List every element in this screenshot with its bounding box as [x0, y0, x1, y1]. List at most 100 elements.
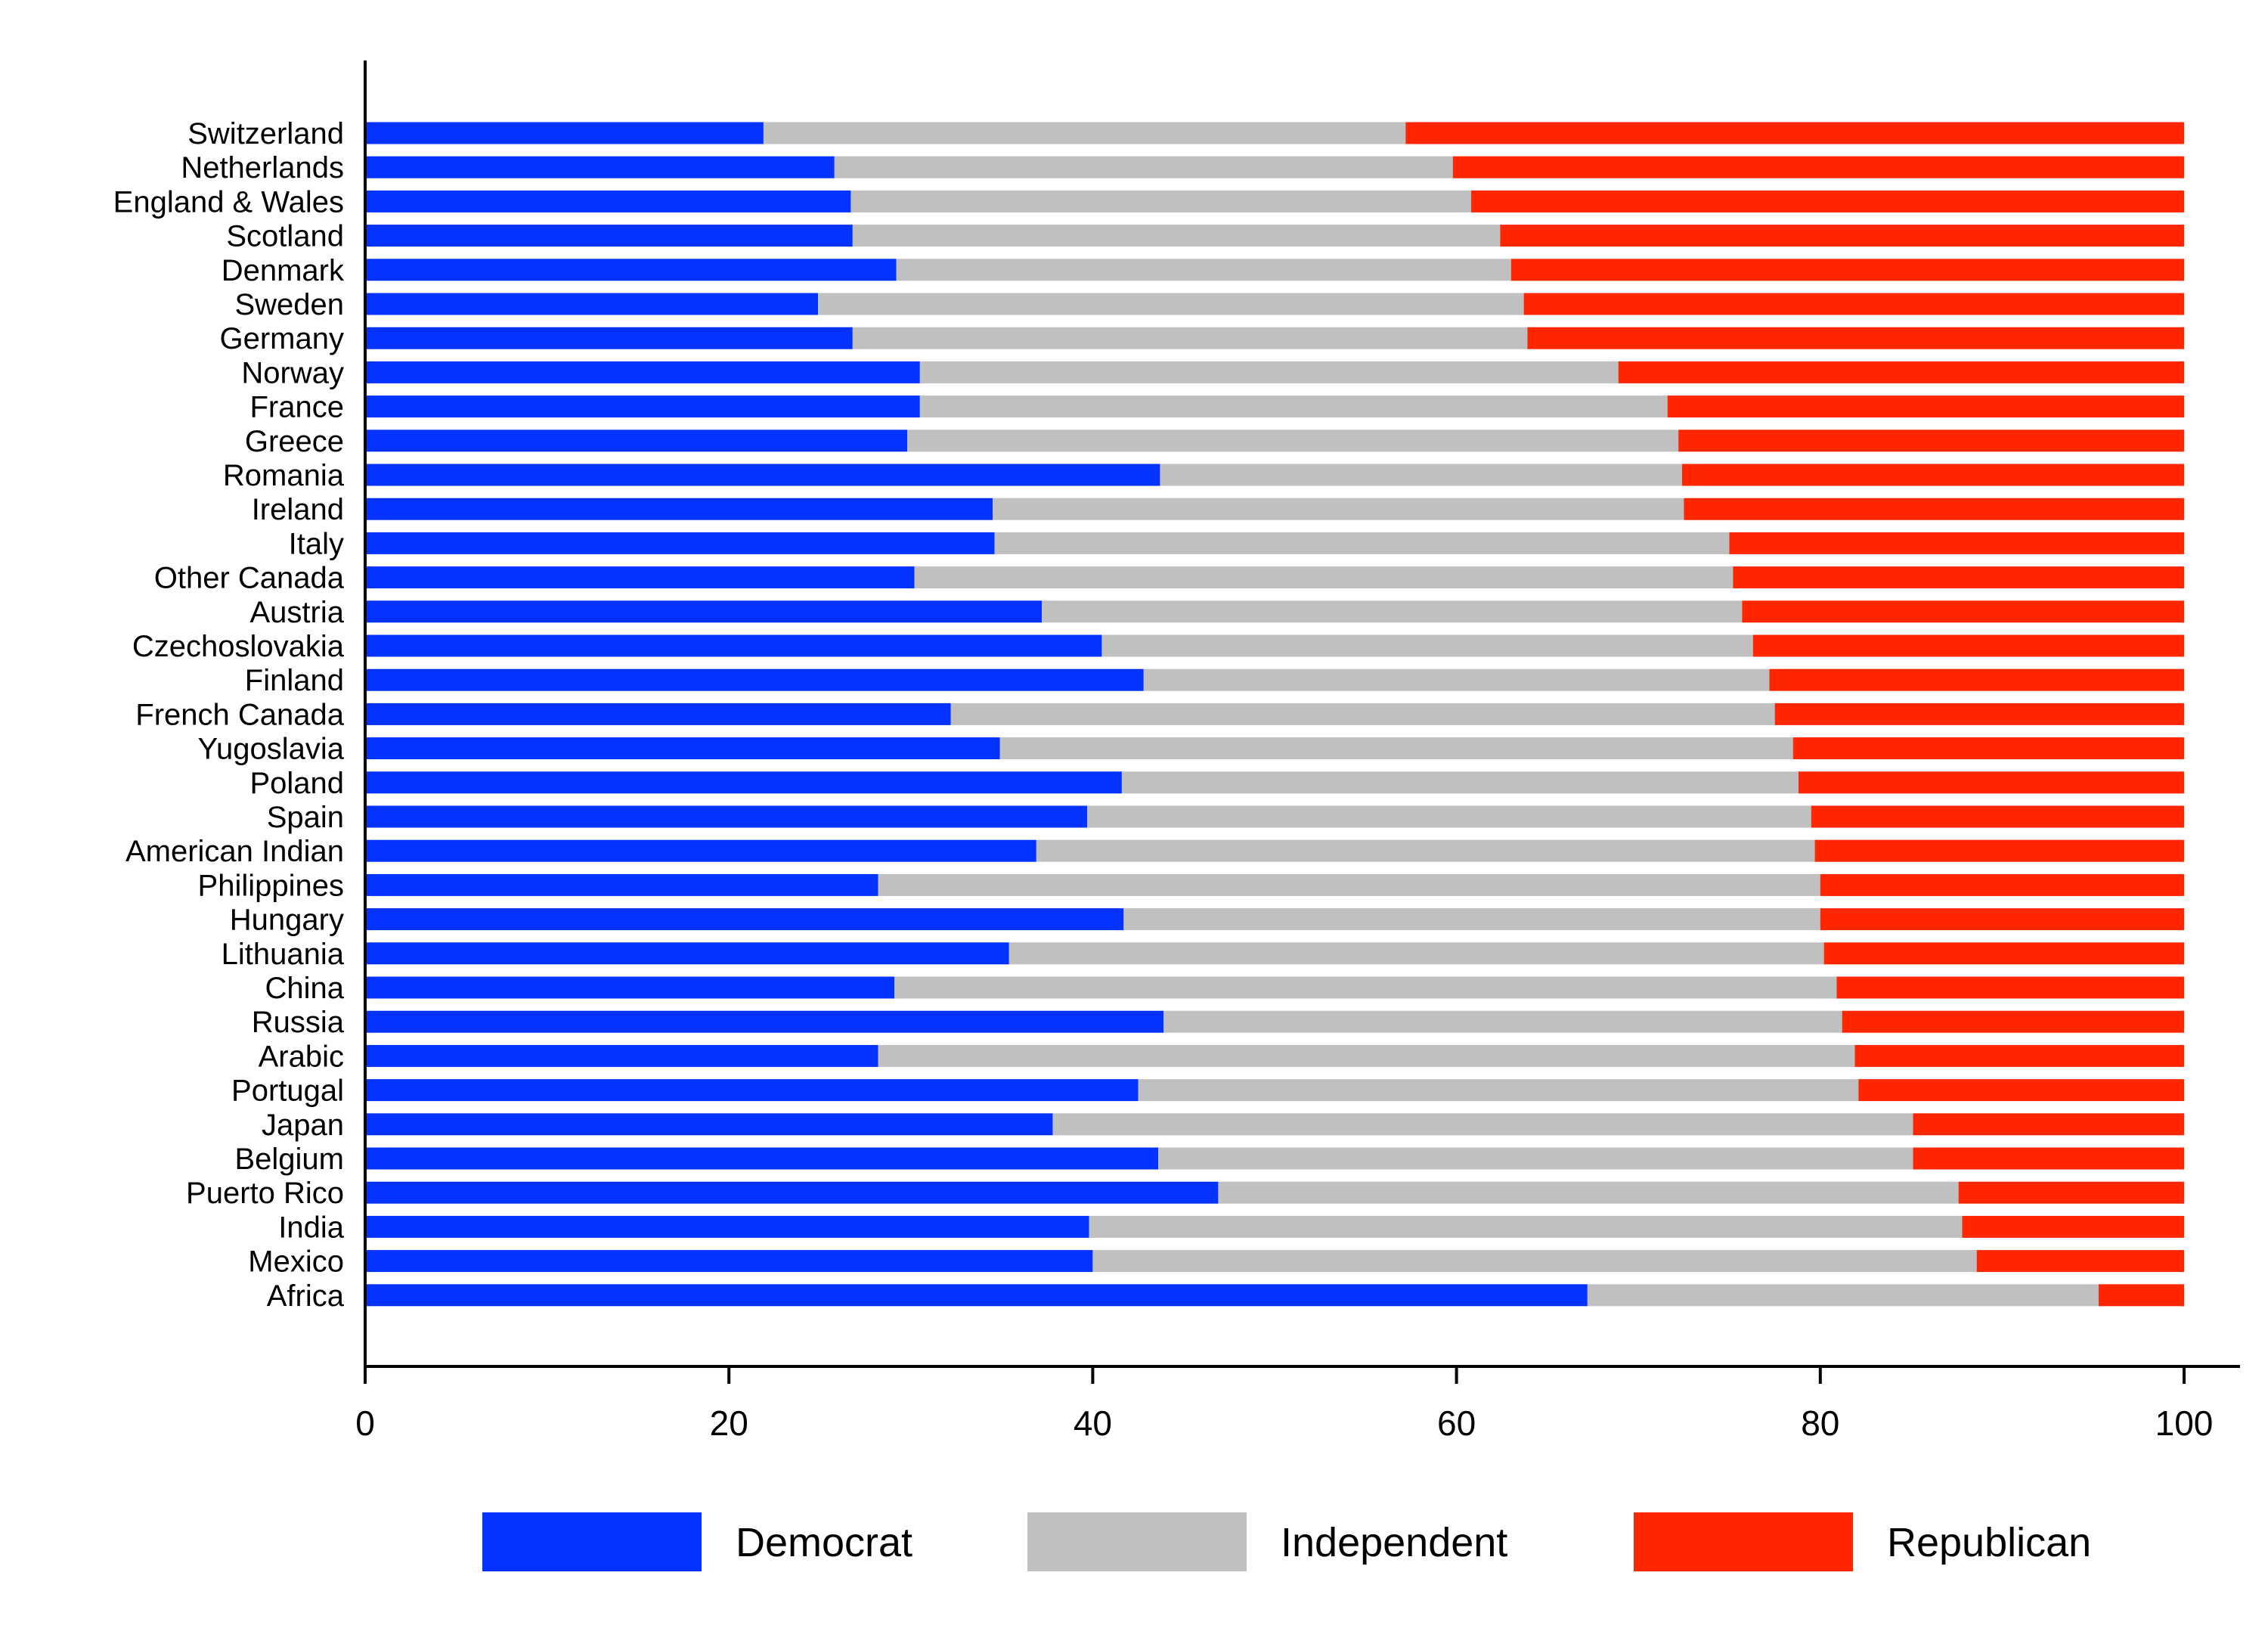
bar-philippines-democrat [365, 873, 878, 896]
bar-poland-republican [1798, 771, 2184, 794]
category-label: Norway [241, 356, 344, 389]
bar-china-democrat [365, 976, 895, 999]
category-label: Poland [249, 767, 344, 800]
bar-other-canada-republican [1733, 566, 2184, 589]
x-tick-label: 40 [1074, 1403, 1112, 1443]
bar-other-canada-democrat [365, 566, 915, 589]
bar-french-canada-democrat [365, 702, 951, 725]
bar-italy-independent [994, 532, 1730, 554]
legend-swatch-democrat [482, 1512, 702, 1571]
category-label: Romania [223, 459, 345, 492]
bar-poland-democrat [365, 771, 1122, 794]
bar-arabic-democrat [365, 1044, 878, 1067]
bar-spain-republican [1811, 805, 2184, 828]
bar-sweden-independent [818, 293, 1524, 315]
bar-norway-democrat [365, 361, 920, 383]
bar-hungary-democrat [365, 908, 1124, 931]
bar-japan-republican [1913, 1113, 2184, 1136]
bar-netherlands-democrat [365, 156, 835, 178]
bar-mexico-republican [1976, 1250, 2184, 1273]
bar-ireland-democrat [365, 498, 993, 520]
bar-germany-democrat [365, 327, 853, 349]
bar-greece-independent [906, 430, 1679, 452]
bar-american-indian-democrat [365, 839, 1036, 862]
category-label: Russia [252, 1006, 345, 1039]
category-label: Japan [262, 1109, 344, 1142]
category-label: Philippines [198, 869, 344, 902]
bar-england-wales-democrat [365, 190, 851, 212]
bar-russia-republican [1842, 1010, 2184, 1033]
bar-puerto-rico-democrat [365, 1181, 1219, 1204]
bar-austria-democrat [365, 600, 1043, 623]
category-label: Scotland [226, 220, 344, 253]
bar-africa-democrat [365, 1284, 1588, 1307]
bar-italy-democrat [365, 532, 995, 554]
x-tick-label: 20 [710, 1403, 748, 1443]
category-label: American Indian [125, 835, 344, 868]
bar-mexico-democrat [365, 1250, 1093, 1273]
bar-poland-independent [1121, 771, 1799, 794]
category-label: Puerto Rico [186, 1177, 344, 1210]
bar-hungary-republican [1820, 908, 2184, 931]
bar-romania-republican [1681, 464, 2184, 486]
bar-india-democrat [365, 1215, 1089, 1238]
bar-belgium-republican [1913, 1147, 2184, 1170]
bar-scotland-independent [852, 225, 1501, 247]
bar-greece-republican [1678, 430, 2184, 452]
bar-denmark-republican [1510, 259, 2184, 281]
bar-finland-democrat [365, 668, 1144, 691]
bar-greece-democrat [365, 430, 907, 452]
bar-lithuania-independent [1009, 942, 1824, 965]
category-label: Lithuania [222, 938, 345, 971]
bar-italy-republican [1729, 532, 2184, 554]
category-label: Portugal [231, 1075, 344, 1108]
bar-czechoslovakia-independent [1101, 634, 1753, 657]
bar-norway-republican [1618, 361, 2184, 383]
category-label: Italy [289, 527, 344, 560]
category-label: Hungary [230, 904, 344, 937]
bar-romania-democrat [365, 464, 1160, 486]
bar-hungary-independent [1123, 908, 1820, 931]
bar-sweden-republican [1523, 293, 2184, 315]
bar-portugal-republican [1858, 1079, 2184, 1102]
bar-yugoslavia-republican [1792, 737, 2184, 760]
category-label: Netherlands [181, 151, 344, 185]
bar-spain-independent [1087, 805, 1811, 828]
bar-france-democrat [365, 395, 920, 418]
category-label: Austria [250, 596, 345, 629]
bar-india-independent [1089, 1215, 1963, 1238]
bar-portugal-independent [1138, 1079, 1859, 1102]
bar-japan-democrat [365, 1113, 1053, 1136]
bar-belgium-democrat [365, 1147, 1159, 1170]
bar-czechoslovakia-republican [1752, 634, 2184, 657]
bar-puerto-rico-independent [1218, 1181, 1959, 1204]
legend-swatch-independent [1027, 1512, 1247, 1571]
bar-germany-republican [1527, 327, 2184, 349]
bar-africa-republican [2098, 1284, 2184, 1307]
category-label: Finland [245, 664, 344, 697]
bar-other-canada-independent [914, 566, 1734, 589]
bar-yugoslavia-democrat [365, 737, 1000, 760]
bar-japan-independent [1052, 1113, 1913, 1136]
bar-france-independent [919, 395, 1668, 418]
legend: Democrat Independent Republican [482, 1512, 2091, 1571]
bar-switzerland-democrat [365, 122, 764, 144]
bar-austria-independent [1042, 600, 1743, 623]
category-label: France [250, 391, 345, 424]
x-tick-label: 100 [2155, 1403, 2214, 1443]
bar-china-republican [1836, 976, 2184, 999]
bar-russia-democrat [365, 1010, 1164, 1033]
bar-denmark-independent [896, 259, 1511, 281]
legend-swatch-republican [1634, 1512, 1853, 1571]
x-axis-ticks: 0 20 40 60 80 100 [355, 1366, 2213, 1443]
bar-philippines-republican [1820, 873, 2184, 896]
bar-lithuania-republican [1823, 942, 2184, 965]
bar-arabic-independent [878, 1044, 1855, 1067]
x-tick-label: 80 [1801, 1403, 1839, 1443]
bar-belgium-independent [1158, 1147, 1913, 1170]
bar-scotland-republican [1500, 225, 2184, 247]
category-label: Ireland [252, 493, 344, 526]
category-label: Belgium [234, 1143, 344, 1176]
bar-india-republican [1962, 1215, 2184, 1238]
